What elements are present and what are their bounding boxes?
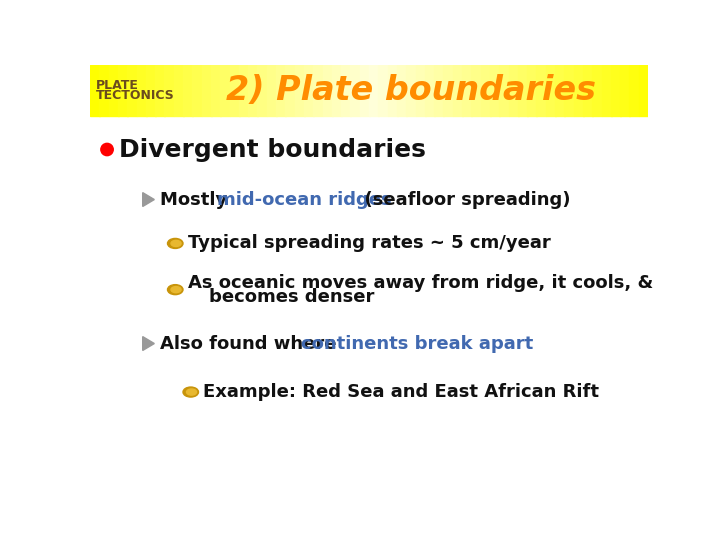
Bar [220,65,230,117]
Bar [397,65,407,117]
Polygon shape [143,336,154,350]
Bar [174,65,184,117]
Bar [285,65,295,117]
Bar [564,65,575,117]
Text: Example: Red Sea and East African Rift: Example: Red Sea and East African Rift [203,383,599,401]
Bar [127,65,138,117]
Bar [387,65,397,117]
Text: TECTONICS: TECTONICS [96,90,175,103]
Circle shape [101,143,113,156]
Bar [137,65,147,117]
Bar [406,65,416,117]
Text: Mostly: Mostly [160,191,233,208]
Bar [378,65,388,117]
Bar [183,65,193,117]
Bar [574,65,584,117]
Text: 2) Plate boundaries: 2) Plate boundaries [225,74,595,107]
Bar [639,65,649,117]
Bar [490,65,500,117]
Bar [444,65,454,117]
Bar [415,65,426,117]
Text: As oceanic moves away from ridge, it cools, &: As oceanic moves away from ridge, it coo… [188,274,653,292]
Bar [266,65,276,117]
Bar [248,65,258,117]
Bar [536,65,546,117]
Bar [239,65,249,117]
Bar [99,65,109,117]
Ellipse shape [183,387,199,397]
Bar [360,65,370,117]
Text: Typical spreading rates ~ 5 cm/year: Typical spreading rates ~ 5 cm/year [188,234,550,252]
Ellipse shape [168,239,183,248]
Bar [508,65,518,117]
Bar [294,65,305,117]
Ellipse shape [168,285,183,295]
Bar [611,65,621,117]
Bar [601,65,611,117]
Bar [369,65,379,117]
Bar [620,65,630,117]
Bar [258,65,267,117]
Bar [332,65,342,117]
Bar [164,65,174,117]
Text: Divergent boundaries: Divergent boundaries [120,138,426,161]
Bar [304,65,314,117]
Bar [546,65,556,117]
Ellipse shape [171,240,181,247]
Bar [118,65,128,117]
Ellipse shape [171,287,181,293]
Text: Also found where: Also found where [160,335,343,353]
Text: PLATE: PLATE [96,79,139,92]
Bar [425,65,435,117]
Bar [434,65,444,117]
Bar [453,65,463,117]
Bar [527,65,537,117]
Bar [192,65,202,117]
Bar [518,65,528,117]
Bar [323,65,333,117]
Bar [593,65,602,117]
Bar [555,65,565,117]
Ellipse shape [186,389,197,395]
Bar [313,65,323,117]
Bar [202,65,212,117]
Bar [583,65,593,117]
Text: continents break apart: continents break apart [302,335,534,353]
Bar [481,65,490,117]
Bar [351,65,361,117]
Bar [629,65,639,117]
Bar [499,65,509,117]
Bar [145,65,156,117]
Bar [155,65,165,117]
Bar [109,65,119,117]
Bar [230,65,240,117]
Bar [211,65,221,117]
Bar [472,65,482,117]
Text: (seafloor spreading): (seafloor spreading) [352,191,570,208]
Bar [276,65,286,117]
Bar [462,65,472,117]
Bar [90,65,100,117]
Bar [341,65,351,117]
Text: becomes denser: becomes denser [210,288,374,306]
Polygon shape [143,193,154,206]
Text: mid-ocean ridges: mid-ocean ridges [217,191,392,208]
